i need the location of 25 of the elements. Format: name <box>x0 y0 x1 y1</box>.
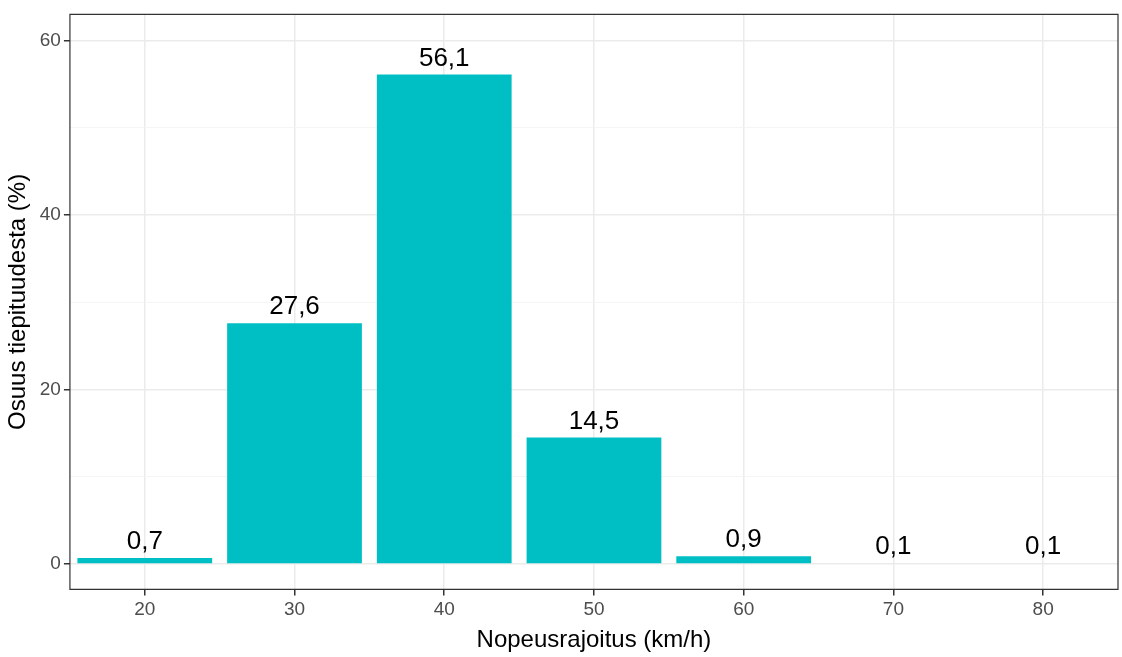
y-tick-label: 20 <box>39 377 61 399</box>
x-axis-title: Nopeusrajoitus (km/h) <box>476 625 712 653</box>
bar <box>77 557 213 564</box>
bar <box>526 437 662 564</box>
x-tick-label: 60 <box>733 598 755 620</box>
x-tick-label: 30 <box>283 598 306 620</box>
bar <box>376 74 512 564</box>
y-tick-label: 60 <box>39 28 61 50</box>
y-tick-label: 0 <box>50 552 61 574</box>
data-label: 56,1 <box>418 41 470 72</box>
data-label: 0,9 <box>725 523 762 554</box>
data-label: 14,5 <box>568 404 620 435</box>
y-tick-label: 40 <box>39 203 61 225</box>
data-label: 0,1 <box>875 530 912 561</box>
data-label: 0,7 <box>126 525 163 556</box>
x-tick-label: 40 <box>433 598 455 620</box>
data-label: 27,6 <box>269 290 320 321</box>
x-tick-label: 50 <box>583 598 605 620</box>
data-label: 0,1 <box>1025 530 1062 561</box>
x-tick-label: 70 <box>882 598 904 620</box>
bar <box>227 323 362 564</box>
x-tick-label: 20 <box>134 598 156 620</box>
x-tick-label: 80 <box>1032 598 1054 620</box>
y-axis-title: Osuus tiepituudesta (%) <box>3 173 31 430</box>
bar <box>676 556 812 564</box>
